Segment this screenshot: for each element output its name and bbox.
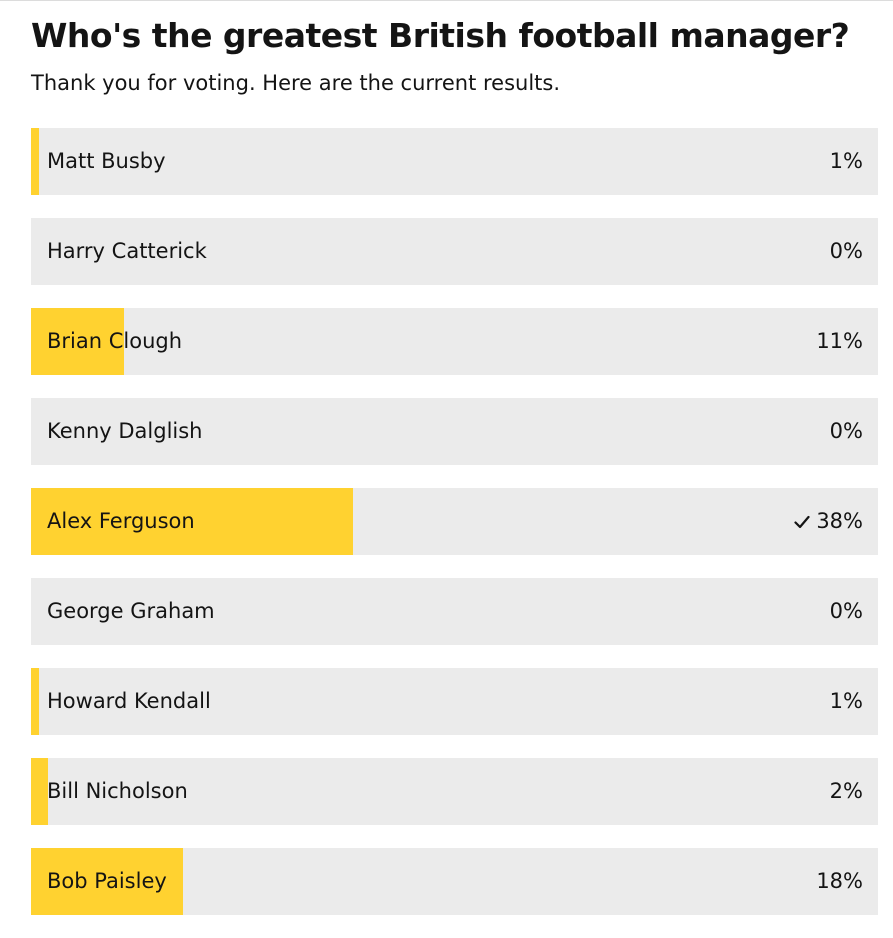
result-percent-group: 0% (830, 218, 863, 285)
result-row-harry-catterick: Harry Catterick 0% (31, 218, 878, 285)
top-divider (0, 0, 893, 1)
result-row-alex-ferguson: Alex Ferguson 38% (31, 488, 878, 555)
result-percent: 2% (829, 779, 863, 803)
result-name: Harry Catterick (47, 239, 207, 263)
checkmark-icon (794, 515, 810, 529)
result-name: Matt Busby (47, 149, 166, 173)
poll-subtitle: Thank you for voting. Here are the curre… (31, 71, 561, 95)
result-name: George Graham (47, 599, 215, 623)
results-list: Matt Busby 1% Harry Catterick 0% Brian C… (31, 128, 878, 938)
result-percent-group: 1% (830, 128, 863, 195)
result-name: Bob Paisley (47, 869, 167, 893)
result-percent: 0% (829, 419, 863, 443)
result-percent: 38% (816, 509, 863, 533)
result-percent: 0% (829, 599, 863, 623)
result-bar (31, 308, 124, 375)
result-percent-group: 38% (794, 488, 863, 555)
result-percent: 11% (816, 329, 863, 353)
result-row-bill-nicholson: Bill Nicholson 2% (31, 758, 878, 825)
result-row-kenny-dalglish: Kenny Dalglish 0% (31, 398, 878, 465)
result-name: Kenny Dalglish (47, 419, 203, 443)
result-name: Howard Kendall (47, 689, 211, 713)
result-row-brian-clough: Brian Clough 11% (31, 308, 878, 375)
result-name: Bill Nicholson (47, 779, 188, 803)
result-row-matt-busby: Matt Busby 1% (31, 128, 878, 195)
result-percent-group: 1% (830, 668, 863, 735)
poll-title: Who's the greatest British football mana… (31, 16, 850, 55)
result-row-george-graham: George Graham 0% (31, 578, 878, 645)
result-bar (31, 668, 39, 735)
result-row-howard-kendall: Howard Kendall 1% (31, 668, 878, 735)
result-row-bob-paisley: Bob Paisley 18% (31, 848, 878, 915)
result-percent: 1% (829, 149, 863, 173)
result-bar (31, 128, 39, 195)
result-percent-group: 2% (830, 758, 863, 825)
result-percent-group: 0% (830, 398, 863, 465)
result-percent: 0% (829, 239, 863, 263)
result-name: Brian Clough (47, 329, 183, 353)
result-percent-group: 18% (816, 848, 863, 915)
result-percent: 18% (816, 869, 863, 893)
result-name: Alex Ferguson (47, 509, 195, 533)
result-bar (31, 758, 48, 825)
poll-results: Who's the greatest British football mana… (31, 0, 878, 915)
result-percent-group: 0% (830, 578, 863, 645)
result-percent: 1% (829, 689, 863, 713)
result-percent-group: 11% (816, 308, 863, 375)
result-bar (31, 488, 353, 555)
result-bar (31, 848, 183, 915)
